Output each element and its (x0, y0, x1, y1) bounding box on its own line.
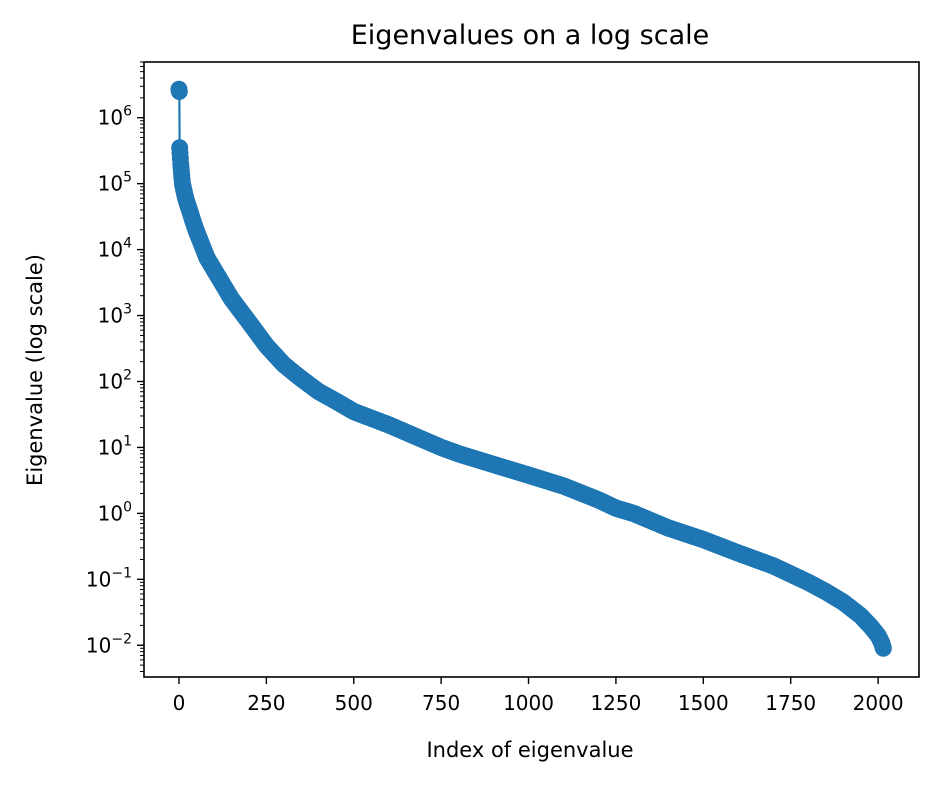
y-tick-exponent: 5 (123, 170, 132, 186)
x-tick-label: 2000 (853, 691, 904, 715)
x-tick-label: 1000 (503, 691, 554, 715)
y-tick-label: 103 (98, 302, 132, 328)
x-tick-label: 0 (173, 691, 186, 715)
y-tick-label: 101 (98, 433, 132, 459)
y-tick-base: 10 (98, 106, 123, 130)
data-point (874, 639, 892, 657)
y-tick-exponent: 2 (123, 367, 132, 383)
y-tick-exponent: 4 (123, 236, 132, 252)
chart-title: Eigenvalues on a log scale (351, 20, 709, 51)
x-tick-label: 1750 (765, 691, 816, 715)
x-tick-label: 500 (335, 691, 373, 715)
y-axis-label: Eigenvalue (log scale) (23, 254, 47, 486)
x-tick-label: 1250 (590, 691, 641, 715)
y-tick-exponent: 1 (123, 433, 132, 449)
x-tick-label: 1500 (678, 691, 729, 715)
y-tick-base: 10 (98, 501, 123, 525)
y-tick-label: 100 (98, 499, 132, 525)
y-tick-label: 10−1 (86, 565, 132, 591)
y-tick-base: 10 (86, 567, 111, 591)
y-tick-label: 106 (98, 104, 132, 130)
y-tick-base: 10 (86, 633, 111, 657)
y-tick-exponent: 3 (123, 302, 132, 318)
series-markers (170, 80, 892, 657)
y-tick-exponent: 6 (123, 104, 132, 120)
y-minor-ticks (140, 61, 144, 672)
y-tick-label: 10−2 (86, 631, 132, 657)
y-tick-exponent: −2 (111, 631, 132, 647)
y-tick-label: 102 (98, 367, 132, 393)
y-tick-base: 10 (98, 369, 123, 393)
y-tick-base: 10 (98, 304, 123, 328)
y-tick-label: 104 (98, 236, 132, 262)
y-tick-exponent: 0 (123, 499, 132, 515)
x-tick-label: 750 (422, 691, 460, 715)
y-tick-base: 10 (98, 435, 123, 459)
plot-data (170, 80, 892, 657)
plot-frame (143, 61, 920, 678)
y-tick-base: 10 (98, 238, 123, 262)
y-tick-exponent: −1 (111, 565, 132, 581)
x-axis-ticks: 0 250 500 750 1000 1250 1500 1750 2000 (173, 677, 904, 715)
x-axis-label: Index of eigenvalue (426, 738, 633, 762)
y-tick-base: 10 (98, 172, 123, 196)
y-tick-label: 105 (98, 170, 132, 196)
data-point (170, 82, 188, 100)
x-tick-label: 250 (247, 691, 285, 715)
